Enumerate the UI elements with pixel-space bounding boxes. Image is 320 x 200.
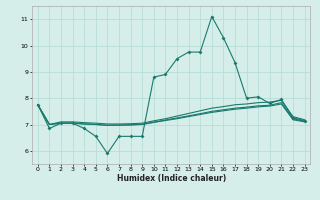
X-axis label: Humidex (Indice chaleur): Humidex (Indice chaleur) — [116, 174, 226, 183]
